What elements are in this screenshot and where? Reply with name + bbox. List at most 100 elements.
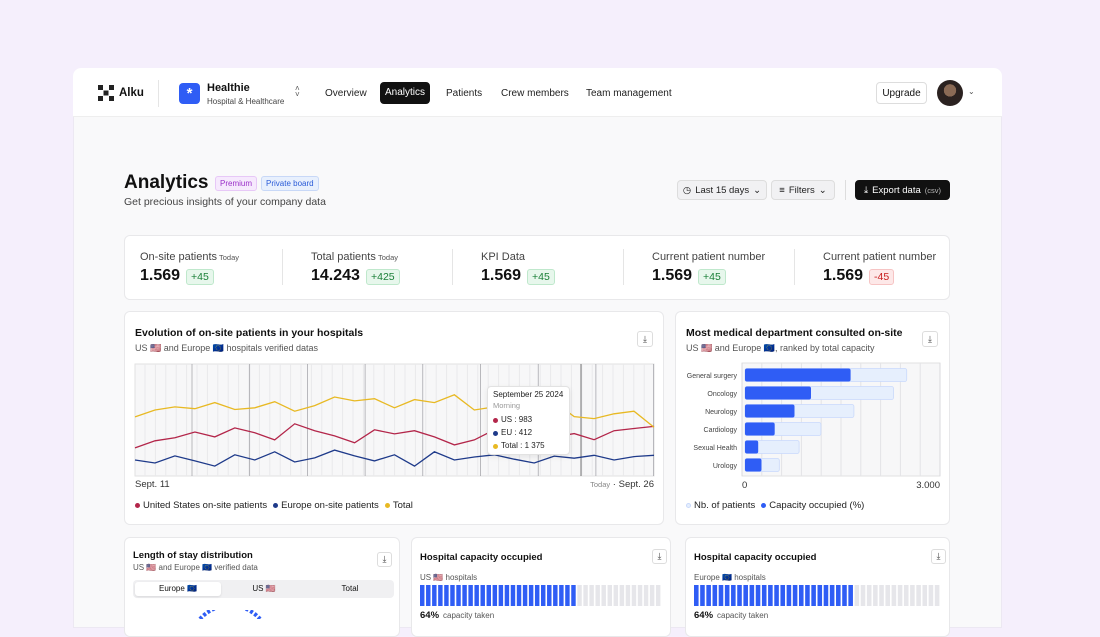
- capacity-segment: [737, 585, 742, 606]
- kpi-label: Total patients: [311, 251, 376, 263]
- kpi-card: [124, 235, 950, 300]
- kpi-delta: +45: [698, 269, 726, 285]
- capacity-bar: [694, 585, 940, 606]
- x-start-label: Sept. 11: [135, 479, 170, 490]
- capacity-segment: [468, 585, 473, 606]
- tooltip-dot: [493, 431, 498, 436]
- capacity-segment: [928, 585, 934, 606]
- capacity-segment: [761, 585, 767, 606]
- kpi-divider: [282, 249, 283, 285]
- capacity-segment: [559, 585, 564, 606]
- capacity-segment: [492, 585, 498, 606]
- org-type: Hospital & Healthcare: [207, 97, 285, 106]
- line-chart: [134, 363, 655, 477]
- capacity-segment: [811, 585, 816, 606]
- capacity-segment: [873, 585, 878, 606]
- x-end: Today · Sept. 26: [590, 479, 654, 490]
- legend-item: United States on-site patients: [135, 500, 267, 511]
- bar: [745, 458, 762, 472]
- card-title: Evolution of on-site patients in your ho…: [135, 327, 364, 339]
- capacity-segment: [631, 585, 637, 606]
- kpi-label: Current patient number: [652, 251, 766, 263]
- group-label: US 🇺🇸 hospitals: [420, 573, 478, 582]
- kpi-delta: +45: [186, 269, 214, 285]
- legend-label: United States on-site patients: [143, 500, 268, 511]
- tab[interactable]: US 🇺🇸: [252, 584, 276, 593]
- download-button[interactable]: ⤓: [637, 331, 653, 347]
- capacity-caption: capacity taken: [717, 611, 769, 620]
- x-end-note: Today: [590, 480, 611, 489]
- capacity-segment: [718, 585, 724, 606]
- capacity-segment: [848, 585, 853, 606]
- capacity-segment: [474, 585, 479, 606]
- legend-dot: [686, 503, 691, 508]
- export-button[interactable]: ⤓ Export data (csv): [855, 180, 950, 200]
- capacity-segment: [854, 585, 860, 606]
- kpi-note: Today: [219, 253, 240, 262]
- icon: ≡: [779, 184, 785, 196]
- x-tick-label: 0: [742, 480, 747, 491]
- bar: [745, 404, 795, 418]
- filters-button[interactable]: ≡ Filters ⌄: [771, 180, 835, 200]
- capacity-segment: [817, 585, 823, 606]
- capacity-segment: [866, 585, 872, 606]
- capacity-segment: [595, 585, 600, 606]
- divider: [158, 80, 159, 107]
- capacity-segment: [910, 585, 915, 606]
- capacity-segment: [823, 585, 829, 606]
- kpi-value: 1.569: [140, 267, 181, 284]
- brand-logo: [98, 85, 114, 101]
- capacity-segment: [426, 585, 431, 606]
- header: [73, 68, 1002, 117]
- nav-item[interactable]: Analytics: [380, 82, 431, 104]
- category-label: Neurology: [705, 409, 737, 416]
- capacity-segment: [583, 585, 588, 606]
- series-line: [134, 449, 655, 467]
- capacity-segment: [649, 585, 655, 606]
- capacity-segment: [504, 585, 510, 606]
- card-title: Length of stay distribution: [133, 550, 253, 561]
- date-range-button[interactable]: ◷ Last 15 days ⌄: [677, 180, 767, 200]
- capacity-segment: [694, 585, 699, 606]
- capacity-segment: [516, 585, 522, 606]
- org-name[interactable]: Healthie: [207, 82, 250, 94]
- capacity-segment: [432, 585, 437, 606]
- capacity-segment: [749, 585, 755, 606]
- capacity-bar: [420, 585, 661, 606]
- org-switch[interactable]: ˄ ˅: [295, 84, 300, 99]
- bar: [745, 422, 775, 436]
- kpi-delta: -45: [869, 269, 895, 285]
- download-button[interactable]: ⤓: [652, 549, 667, 564]
- page-title: Analytics: [124, 172, 209, 193]
- page-subtitle: Get precious insights of your company da…: [124, 196, 326, 208]
- chevron: ⌄: [818, 184, 827, 196]
- capacity-segment: [700, 585, 705, 606]
- capacity-segment: [637, 585, 643, 606]
- capacity-segment: [553, 585, 558, 606]
- download-button[interactable]: ⤓: [931, 549, 946, 564]
- nav-item[interactable]: Crew members: [501, 88, 569, 99]
- download-button[interactable]: ⤓: [377, 552, 392, 567]
- capacity-segment: [780, 585, 786, 606]
- kpi-value: 1.569: [481, 267, 522, 284]
- avatar[interactable]: [937, 80, 963, 106]
- nav-item[interactable]: Team management: [586, 88, 672, 99]
- capacity-segment: [916, 585, 921, 606]
- legend: Nb. of patients Capacity occupied (%): [686, 500, 864, 511]
- tab[interactable]: Europe 🇪🇺: [135, 582, 221, 596]
- card-title: Hospital capacity occupied: [420, 552, 543, 563]
- label: Export data: [872, 184, 921, 196]
- legend-item: Capacity occupied (%): [761, 500, 864, 511]
- avatar-chevron[interactable]: ⌄: [968, 87, 975, 96]
- download-button[interactable]: ⤓: [922, 331, 938, 347]
- capacity-segment: [456, 585, 461, 606]
- chevron: ⌄: [753, 184, 762, 196]
- capacity-segment: [879, 585, 884, 606]
- nav-item[interactable]: Patients: [446, 88, 483, 99]
- upgrade-button[interactable]: Upgrade: [876, 82, 927, 104]
- tab[interactable]: Total: [341, 584, 359, 593]
- capacity-segment: [885, 585, 890, 606]
- capacity-segment: [510, 585, 516, 606]
- divider: [845, 180, 846, 200]
- nav-item[interactable]: Overview: [325, 88, 367, 99]
